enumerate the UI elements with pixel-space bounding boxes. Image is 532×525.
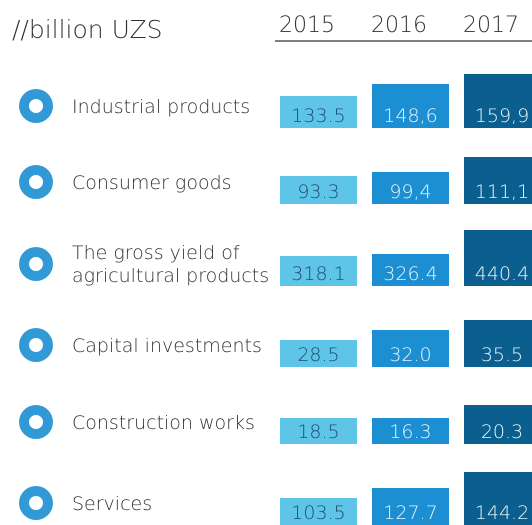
value-box xyxy=(372,254,449,286)
value-text: 144.2 xyxy=(475,502,529,524)
value-box xyxy=(464,157,532,204)
value-box xyxy=(464,74,532,128)
value-box xyxy=(280,418,357,444)
row-icon-detail xyxy=(29,257,43,271)
row-icon-detail xyxy=(29,338,43,352)
row-label: The gross yield of xyxy=(72,242,240,264)
value-text: 440.4 xyxy=(475,263,529,285)
value-text: 16.3 xyxy=(389,421,431,443)
value-box xyxy=(464,320,532,367)
row-icon-detail xyxy=(29,415,43,429)
value-box xyxy=(280,498,357,525)
value-box xyxy=(372,172,449,204)
value-box xyxy=(464,405,532,444)
value-box xyxy=(280,176,357,204)
row-label: Consumer goods xyxy=(72,172,232,194)
year-label: 2015 xyxy=(279,13,335,38)
row-icon-detail xyxy=(29,99,43,113)
value-text: 318.1 xyxy=(291,263,345,285)
value-text: 103.5 xyxy=(291,502,345,524)
value-box xyxy=(372,418,449,444)
value-text: 127.7 xyxy=(383,502,437,524)
value-box xyxy=(280,256,357,286)
value-box xyxy=(464,472,532,525)
value-box xyxy=(464,230,532,286)
row-label: Industrial products xyxy=(72,96,250,118)
value-text: 99,4 xyxy=(389,181,431,203)
year-label: 2017 xyxy=(463,13,519,38)
row-label: Construction works xyxy=(72,412,255,434)
value-box xyxy=(372,488,449,525)
value-text: 18.5 xyxy=(297,421,339,443)
year-label: 2016 xyxy=(371,13,427,38)
value-box xyxy=(280,96,357,128)
value-text: 93.3 xyxy=(297,181,339,203)
value-text: 32.0 xyxy=(389,344,431,366)
row-icon-detail xyxy=(29,496,43,510)
value-text: 28.5 xyxy=(297,344,339,366)
value-box xyxy=(280,340,357,367)
row-label: Capital investments xyxy=(72,335,262,357)
value-text: 111,1 xyxy=(475,181,529,203)
value-text: 35.5 xyxy=(481,344,523,366)
row-label: Services xyxy=(72,493,152,515)
title: //billion UZS xyxy=(12,15,162,44)
value-box xyxy=(372,84,449,128)
value-box xyxy=(372,330,449,367)
value-text: 148,6 xyxy=(383,105,437,127)
value-text: 159,9 xyxy=(475,105,529,127)
value-text: 326.4 xyxy=(383,263,437,285)
value-text: 133.5 xyxy=(291,105,345,127)
row-label: agricultural products xyxy=(72,265,269,287)
row-icon-detail xyxy=(29,175,43,189)
value-text: 20.3 xyxy=(481,421,523,443)
